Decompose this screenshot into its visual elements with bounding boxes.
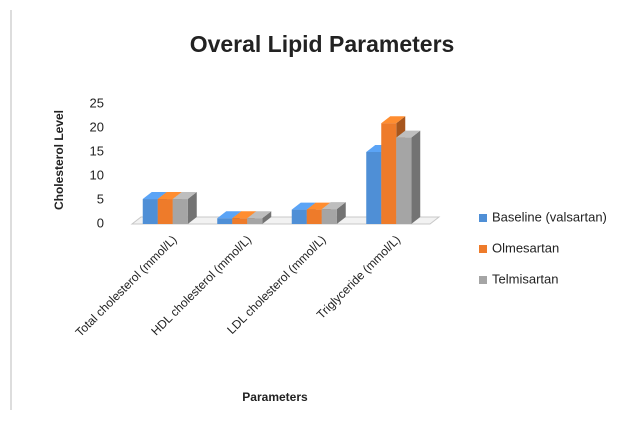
bar-top xyxy=(247,211,272,219)
legend-label: Baseline (valsartan) xyxy=(492,209,607,224)
y-tick-label: 5 xyxy=(97,191,104,206)
legend-label: Telmisartan xyxy=(492,271,558,286)
x-axis-label: Parameters xyxy=(242,390,308,404)
bar xyxy=(157,199,173,224)
bar xyxy=(321,209,337,224)
bar-group xyxy=(247,211,272,224)
bar-top xyxy=(381,116,406,124)
bar xyxy=(306,209,322,224)
bar-side xyxy=(187,192,197,224)
bar-group xyxy=(172,192,197,224)
legend-swatch xyxy=(479,245,487,253)
bar-side xyxy=(336,202,346,224)
bar xyxy=(291,209,307,224)
y-tick-label: 15 xyxy=(90,143,104,158)
y-axis-label: Cholesterol Level xyxy=(52,110,66,210)
y-tick-label: 0 xyxy=(97,215,104,230)
y-tick-label: 20 xyxy=(90,119,104,134)
chart-title: Overal Lipid Parameters xyxy=(190,31,455,57)
bar-top xyxy=(142,192,167,200)
bar-top xyxy=(291,202,316,210)
bar xyxy=(247,218,263,224)
x-tick-label: Triglyceride (mmol/L) xyxy=(314,232,403,321)
bar xyxy=(396,137,412,224)
y-tick-label: 10 xyxy=(90,167,104,182)
bar-top xyxy=(232,211,257,219)
bar xyxy=(217,218,233,224)
bar-group xyxy=(396,130,421,224)
bar-group xyxy=(321,202,346,224)
bar-top xyxy=(217,211,242,219)
legend-label: Olmesartan xyxy=(492,240,559,255)
bar xyxy=(366,152,382,224)
bar-side xyxy=(262,211,272,224)
y-tick-label: 25 xyxy=(90,95,104,110)
legend-swatch xyxy=(479,276,487,284)
bar-top xyxy=(157,192,182,200)
legend-swatch xyxy=(479,214,487,222)
bar-top xyxy=(172,192,197,200)
bar-top xyxy=(321,202,346,210)
bar xyxy=(381,123,397,224)
bar xyxy=(172,199,188,224)
bar-top xyxy=(306,202,331,210)
bar-top xyxy=(396,130,421,138)
bar xyxy=(232,218,248,224)
bar xyxy=(142,199,158,224)
bar-side xyxy=(411,130,421,224)
